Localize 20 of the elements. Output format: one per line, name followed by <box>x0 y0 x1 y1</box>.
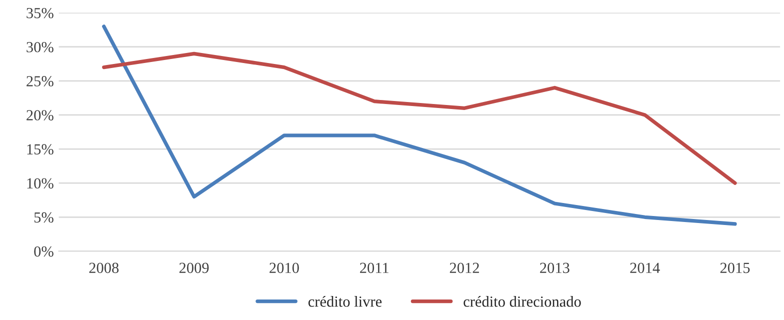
y-tick-label: 10% <box>27 178 54 189</box>
y-tick-label: 15% <box>27 144 54 155</box>
line-series <box>102 24 737 226</box>
legend-label: crédito livre <box>308 296 382 307</box>
y-tick-label: 20% <box>26 110 54 120</box>
x-tick-label: 2015 <box>720 262 750 274</box>
line-series <box>102 52 737 185</box>
y-tick-label: 0% <box>34 246 54 257</box>
legend-label: crédito direcionado <box>464 296 581 307</box>
x-tick-label: 2012 <box>450 262 479 274</box>
y-tick-label: 35% <box>26 8 54 18</box>
y-tick-label: 5% <box>34 212 54 223</box>
x-tick-label: 2014 <box>630 262 660 274</box>
x-tick-label: 2013 <box>540 262 570 274</box>
x-tick-label: 2008 <box>89 262 119 274</box>
x-tick-label: 2009 <box>179 262 209 274</box>
x-tick-label: 2011 <box>360 262 388 274</box>
x-tick-label: 2010 <box>270 262 299 274</box>
y-tick-label: 30% <box>26 42 54 52</box>
y-tick-label: 25% <box>26 76 54 86</box>
